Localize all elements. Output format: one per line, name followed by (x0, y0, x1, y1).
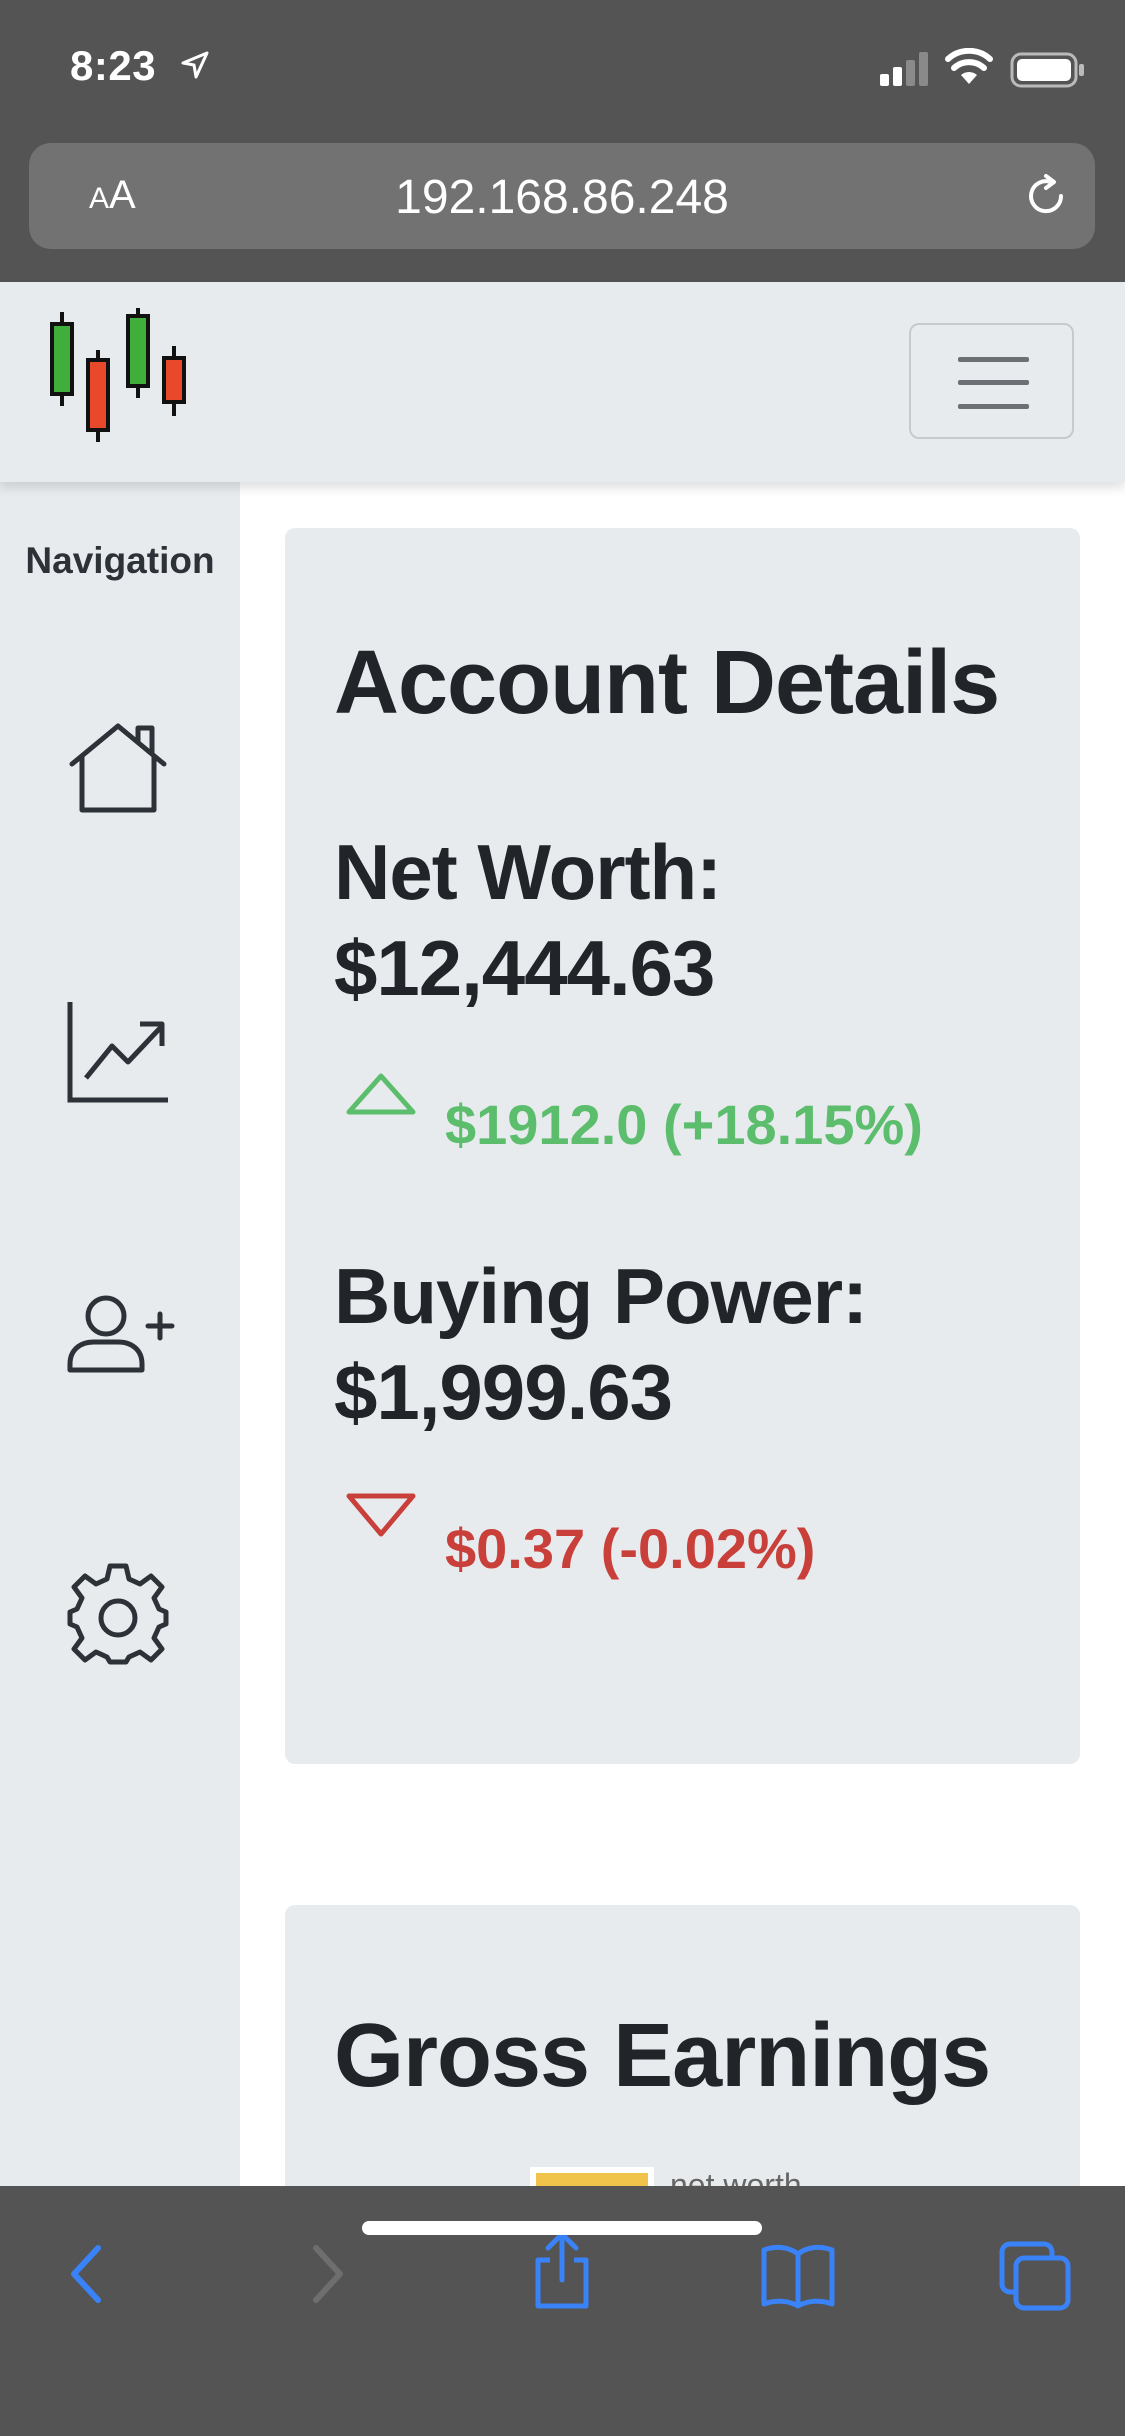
address-bar[interactable]: AA 192.168.86.248 (29, 143, 1095, 249)
chart-line-icon[interactable] (66, 1000, 170, 1104)
net-worth-label: Net Worth: (334, 828, 722, 916)
sidebar-title: Navigation (25, 540, 215, 581)
cellular-signal-icon (880, 52, 928, 86)
url-text[interactable]: 192.168.86.248 (395, 171, 729, 224)
sidebar: Navigation (0, 482, 240, 2186)
menu-toggle-button[interactable] (909, 323, 1074, 439)
account-details-card: Account Details Net Worth: $12,444.63 $1… (285, 528, 1080, 1764)
trend-down-icon (346, 1493, 416, 1537)
battery-icon (1010, 52, 1084, 88)
hamburger-line-icon (958, 380, 1029, 385)
back-icon[interactable] (62, 2240, 112, 2310)
status-time: 8:23 (70, 42, 157, 89)
bookmarks-icon[interactable] (760, 2240, 836, 2310)
forward-icon[interactable] (302, 2240, 352, 2310)
location-arrow-icon (181, 51, 209, 79)
add-user-icon[interactable] (66, 1294, 176, 1374)
buying-power-value: $1,999.63 (334, 1348, 673, 1436)
gear-icon[interactable] (66, 1562, 170, 1666)
net-worth-value: $12,444.63 (334, 924, 715, 1012)
text-size-button[interactable]: AA (89, 173, 136, 217)
share-icon[interactable] (530, 2230, 594, 2310)
net-worth-change: $1912.0 (+18.15%) (445, 1093, 923, 1156)
tabs-icon[interactable] (998, 2240, 1072, 2312)
browser-top-chrome: 8:23 AA 192.168.86.248 (0, 0, 1125, 282)
buying-power-change: $0.37 (-0.02%) (445, 1517, 816, 1580)
gross-earnings-card: Gross Earnings net worth (285, 1905, 1080, 2225)
card-title: Gross Earnings (334, 2006, 991, 2106)
wifi-icon (945, 48, 993, 84)
home-icon[interactable] (66, 722, 170, 814)
reload-icon[interactable] (1021, 171, 1071, 221)
hamburger-line-icon (958, 357, 1029, 362)
browser-bottom-toolbar (0, 2186, 1125, 2436)
candlestick-logo-icon[interactable] (46, 306, 196, 456)
card-title: Account Details (334, 633, 1000, 733)
top-navbar (0, 282, 1125, 482)
trend-up-icon (346, 1073, 416, 1115)
hamburger-line-icon (958, 404, 1029, 409)
home-indicator (362, 2221, 762, 2235)
buying-power-label: Buying Power: (334, 1252, 868, 1340)
